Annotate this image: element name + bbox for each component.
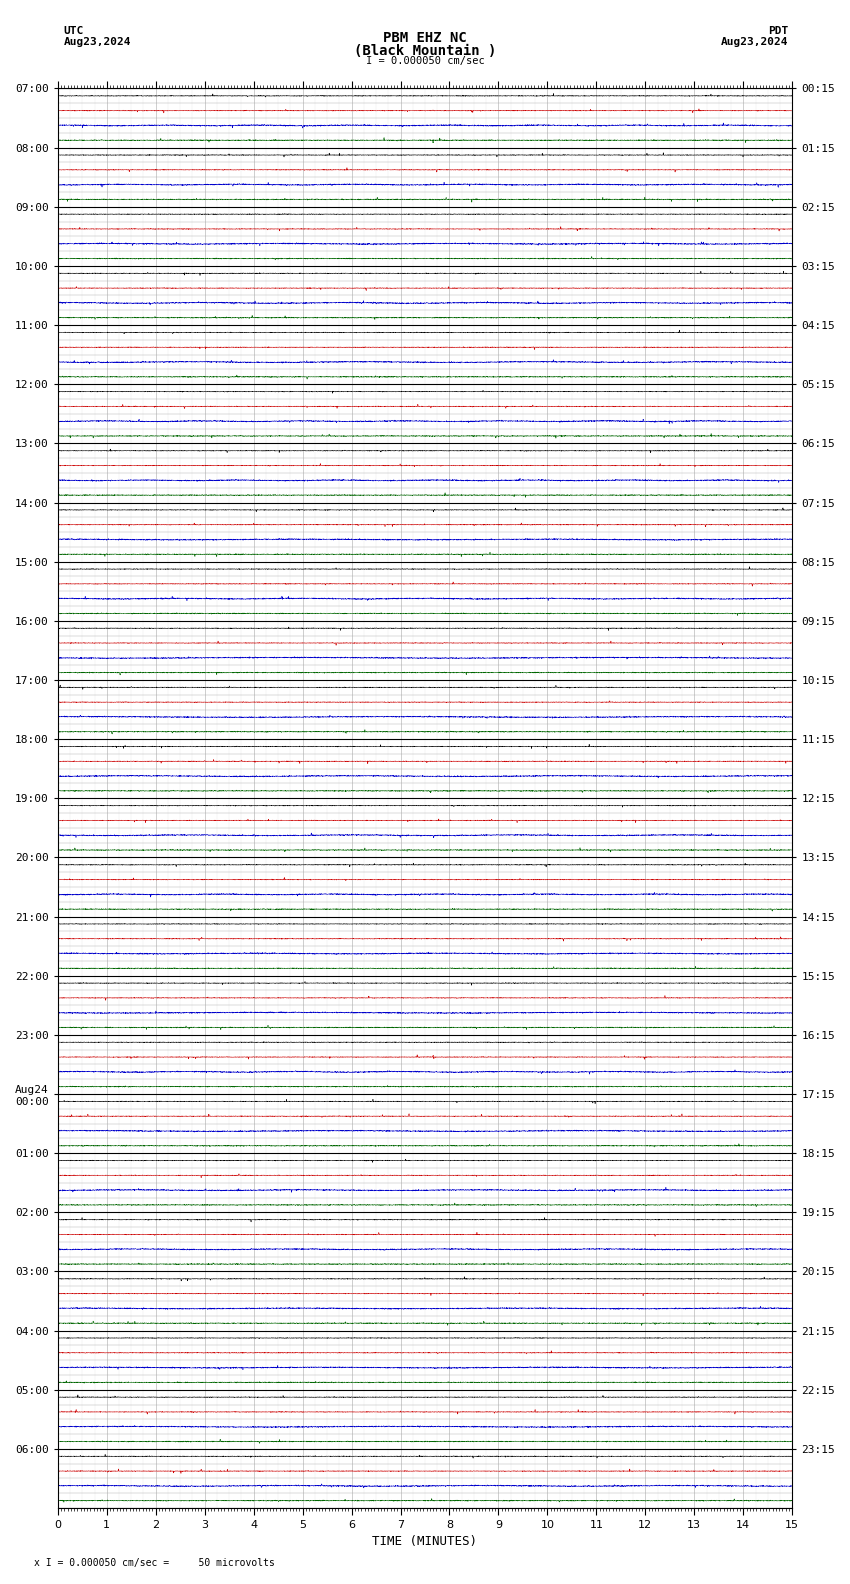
Text: Aug23,2024: Aug23,2024 <box>64 36 131 48</box>
Text: Aug23,2024: Aug23,2024 <box>722 36 789 48</box>
X-axis label: TIME (MINUTES): TIME (MINUTES) <box>372 1535 478 1549</box>
Text: (Black Mountain ): (Black Mountain ) <box>354 43 496 57</box>
Text: x I = 0.000050 cm/sec =     50 microvolts: x I = 0.000050 cm/sec = 50 microvolts <box>34 1559 275 1568</box>
Text: UTC: UTC <box>64 25 84 36</box>
Text: I = 0.000050 cm/sec: I = 0.000050 cm/sec <box>366 55 484 67</box>
Text: PBM EHZ NC: PBM EHZ NC <box>383 30 467 44</box>
Text: PDT: PDT <box>768 25 789 36</box>
